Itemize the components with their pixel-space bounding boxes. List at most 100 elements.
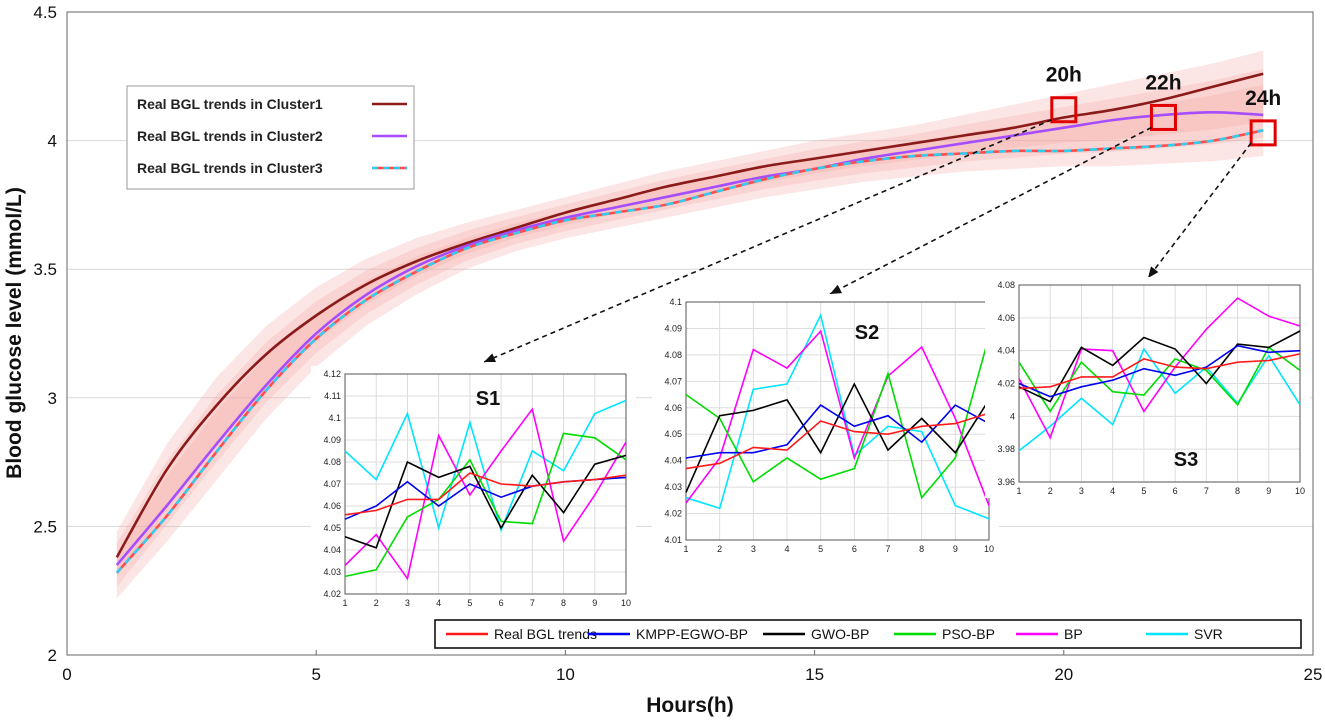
inset-y-tick: 4.07 bbox=[323, 479, 341, 489]
confidence-band-layer bbox=[116, 84, 1264, 577]
inset-y-tick: 4.04 bbox=[664, 456, 682, 466]
inset-x-tick: 9 bbox=[953, 544, 958, 554]
marker-box-22h bbox=[1149, 103, 1177, 131]
inset-y-tick: 4.02 bbox=[323, 589, 341, 599]
inset-y-tick: 4.07 bbox=[664, 376, 682, 386]
model-legend-label: Real BGL trends bbox=[494, 626, 597, 642]
zoom-arrow-head bbox=[484, 353, 496, 362]
inset-line-svr bbox=[1018, 347, 1301, 452]
inset-y-tick: 4.1 bbox=[669, 297, 682, 307]
main-axis-ticks: 22.533.544.50 5 10 15 20 25 bbox=[33, 3, 1322, 684]
model-legend-label: GWO-BP bbox=[811, 626, 869, 642]
inset-line-pso-bp bbox=[1018, 346, 1301, 413]
inset-x-tick: 7 bbox=[885, 544, 890, 554]
inset-line-real-bgl-trends bbox=[685, 412, 990, 470]
inset-x-tick: 2 bbox=[374, 598, 379, 608]
confidence-band-layer bbox=[116, 69, 1264, 587]
inset-line-gwo-bp bbox=[1018, 330, 1301, 403]
inset-y-tick: 4.03 bbox=[323, 567, 341, 577]
inset-x-tick: 7 bbox=[530, 598, 535, 608]
series-line-cluster3 bbox=[115, 129, 1264, 574]
inset-y-tick: 4.01 bbox=[664, 535, 682, 545]
inset-y-tick: 4.11 bbox=[324, 391, 341, 401]
inset-x-tick: 5 bbox=[1141, 486, 1146, 496]
inset-x-tick: 1 bbox=[1016, 486, 1021, 496]
inset-x-tick: 8 bbox=[919, 544, 924, 554]
main-series-lines bbox=[115, 72, 1264, 574]
y-tick-label: 4 bbox=[48, 132, 57, 151]
x-tick-label: 15 bbox=[805, 665, 824, 684]
y-tick-label: 4.5 bbox=[33, 3, 57, 22]
inset-line-bp bbox=[1018, 297, 1301, 440]
model-legend-label: KMPP-EGWO-BP bbox=[636, 626, 748, 642]
x-axis-title: Hours(h) bbox=[646, 694, 734, 717]
inset-x-tick: 5 bbox=[818, 544, 823, 554]
inset-x-tick: 1 bbox=[683, 544, 688, 554]
cluster-legend-label: Real BGL trends in Cluster2 bbox=[137, 128, 323, 144]
inset-y-tick: 4.08 bbox=[997, 280, 1015, 290]
inset-x-tick: 4 bbox=[784, 544, 789, 554]
inset-x-tick: 10 bbox=[621, 598, 631, 608]
cluster-legend-box bbox=[126, 85, 415, 190]
marker-label-24h: 24h bbox=[1245, 87, 1281, 110]
inset-x-tick: 8 bbox=[1235, 486, 1240, 496]
zoom-arrow-line bbox=[483, 119, 1053, 363]
zoom-insets: 4.024.034.044.054.064.074.084.094.14.114… bbox=[311, 277, 1310, 610]
inset-y-tick: 4.09 bbox=[323, 435, 341, 445]
zoom-arrow-line bbox=[829, 126, 1152, 295]
zoom-arrow-head bbox=[1148, 266, 1159, 278]
inset-x-tick: 6 bbox=[499, 598, 504, 608]
zoom-arrows bbox=[483, 119, 1252, 363]
inset-title: S2 bbox=[855, 322, 879, 344]
x-tick-label: 10 bbox=[556, 665, 575, 684]
cluster-legend-label: Real BGL trends in Cluster3 bbox=[137, 160, 323, 176]
hour-markers: 20h 22h 24h bbox=[1046, 64, 1281, 147]
x-tick-label: 5 bbox=[311, 665, 320, 684]
inset-y-tick: 3.98 bbox=[997, 444, 1015, 454]
inset-y-tick: 4.04 bbox=[997, 346, 1015, 356]
model-legend-label: PSO-BP bbox=[942, 626, 995, 642]
series-line-cluster1 bbox=[115, 72, 1264, 558]
inset-y-tick: 4.03 bbox=[664, 482, 682, 492]
inset-y-tick: 4.1 bbox=[328, 413, 341, 423]
inset-line-kmpp-egwo-bp bbox=[685, 404, 990, 459]
inset-y-tick: 4.09 bbox=[664, 323, 682, 333]
inset-title: S1 bbox=[476, 388, 500, 410]
inset-y-tick: 4.08 bbox=[664, 350, 682, 360]
inset-x-tick: 1 bbox=[342, 598, 347, 608]
y-tick-label: 3.5 bbox=[33, 260, 57, 279]
inset-y-tick: 4.02 bbox=[664, 509, 682, 519]
inset-x-tick: 5 bbox=[467, 598, 472, 608]
inset-y-tick: 3.96 bbox=[997, 477, 1015, 487]
inset-x-tick: 4 bbox=[436, 598, 441, 608]
inset-x-tick: 10 bbox=[1295, 486, 1305, 496]
marker-box-24h bbox=[1249, 119, 1277, 147]
inset-x-tick: 10 bbox=[984, 544, 994, 554]
inset-x-tick: 2 bbox=[717, 544, 722, 554]
inset-y-tick: 4.04 bbox=[323, 545, 341, 555]
inset-title: S3 bbox=[1174, 449, 1198, 471]
inset-y-tick: 4.02 bbox=[997, 379, 1015, 389]
inset-x-tick: 2 bbox=[1048, 486, 1053, 496]
inset-y-tick: 4.06 bbox=[997, 313, 1015, 323]
marker-box-20h bbox=[1050, 96, 1078, 124]
y-tick-label: 2.5 bbox=[33, 517, 57, 536]
cluster-legend: Real BGL trends in Cluster1 Real BGL tren… bbox=[126, 85, 415, 190]
zoom-arrow-line bbox=[1147, 142, 1252, 279]
model-legend-label: BP bbox=[1064, 626, 1083, 642]
x-tick-label: 25 bbox=[1304, 665, 1323, 684]
zoom-arrow-head bbox=[830, 284, 842, 294]
x-tick-label: 20 bbox=[1054, 665, 1073, 684]
inset-y-tick: 4.08 bbox=[323, 457, 341, 467]
inset-x-tick: 8 bbox=[561, 598, 566, 608]
inset-x-tick: 3 bbox=[751, 544, 756, 554]
y-tick-label: 2 bbox=[48, 646, 57, 665]
inset-x-tick: 3 bbox=[405, 598, 410, 608]
inset-S3: 3.96 3.98 4 4.02 4.04 4.06 4.08 1 2 3 4 5 6 7 8 9 10 S3 bbox=[985, 277, 1310, 498]
inset-line-bp bbox=[685, 329, 990, 506]
inset-line-real-bgl-trends bbox=[1018, 353, 1301, 390]
y-axis-title: Blood glucose level (mmol/L) bbox=[3, 187, 26, 479]
inset-x-tick: 9 bbox=[592, 598, 597, 608]
marker-label-22h: 22h bbox=[1145, 71, 1181, 94]
inset-S1: 4.02 4.03 4.04 4.05 4.06 4.07 4.08 4.09 4.1 4.11 4… bbox=[311, 366, 636, 610]
